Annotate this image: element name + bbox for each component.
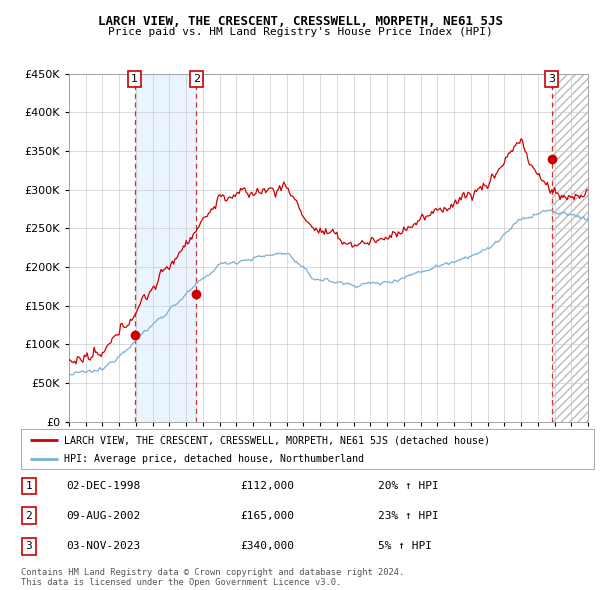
Text: 2: 2 bbox=[193, 74, 200, 84]
Text: 1: 1 bbox=[131, 74, 138, 84]
Bar bbox=[552, 74, 588, 422]
Text: HPI: Average price, detached house, Northumberland: HPI: Average price, detached house, Nort… bbox=[64, 454, 364, 464]
Text: Contains HM Land Registry data © Crown copyright and database right 2024.
This d: Contains HM Land Registry data © Crown c… bbox=[21, 568, 404, 587]
Text: LARCH VIEW, THE CRESCENT, CRESSWELL, MORPETH, NE61 5JS (detached house): LARCH VIEW, THE CRESCENT, CRESSWELL, MOR… bbox=[64, 435, 490, 445]
Text: LARCH VIEW, THE CRESCENT, CRESSWELL, MORPETH, NE61 5JS: LARCH VIEW, THE CRESCENT, CRESSWELL, MOR… bbox=[97, 15, 503, 28]
Text: 2: 2 bbox=[25, 511, 32, 520]
Text: 03-NOV-2023: 03-NOV-2023 bbox=[66, 542, 140, 551]
Text: 3: 3 bbox=[25, 542, 32, 551]
Text: £165,000: £165,000 bbox=[240, 511, 294, 520]
Text: 23% ↑ HPI: 23% ↑ HPI bbox=[378, 511, 439, 520]
Bar bbox=[134, 74, 196, 422]
Text: Price paid vs. HM Land Registry's House Price Index (HPI): Price paid vs. HM Land Registry's House … bbox=[107, 27, 493, 37]
Text: 20% ↑ HPI: 20% ↑ HPI bbox=[378, 481, 439, 491]
Text: 1: 1 bbox=[25, 481, 32, 491]
Text: £340,000: £340,000 bbox=[240, 542, 294, 551]
Text: 3: 3 bbox=[548, 74, 556, 84]
Text: 09-AUG-2002: 09-AUG-2002 bbox=[66, 511, 140, 520]
Text: 5% ↑ HPI: 5% ↑ HPI bbox=[378, 542, 432, 551]
Text: 02-DEC-1998: 02-DEC-1998 bbox=[66, 481, 140, 491]
Text: £112,000: £112,000 bbox=[240, 481, 294, 491]
Bar bbox=[552, 74, 588, 422]
